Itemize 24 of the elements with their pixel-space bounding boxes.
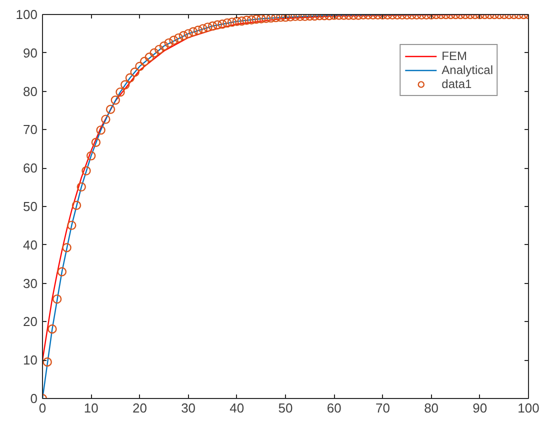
- y-tick-label: 60: [23, 160, 38, 176]
- y-tick-label: 80: [23, 84, 38, 99]
- x-tick-label: 20: [132, 400, 147, 416]
- legend-label: data1: [442, 77, 472, 91]
- x-tick-label: 10: [84, 400, 98, 416]
- y-tick-label: 40: [23, 237, 38, 252]
- x-tick-label: 100: [518, 400, 540, 416]
- x-tick-label: 60: [326, 400, 342, 416]
- x-tick-label: 90: [472, 400, 488, 416]
- y-tick-label: 0: [30, 391, 38, 406]
- x-tick-label: 40: [230, 400, 244, 416]
- y-tick-label: 90: [23, 45, 38, 60]
- y-tick-label: 30: [23, 276, 38, 291]
- y-tick-label: 10: [23, 352, 38, 368]
- y-tick-label: 70: [23, 122, 38, 138]
- legend-label: FEM: [442, 49, 467, 63]
- y-tick-label: 20: [23, 314, 38, 330]
- x-tick-label: 50: [278, 400, 293, 416]
- x-tick-label: 70: [375, 400, 390, 416]
- y-tick-label: 50: [23, 199, 38, 214]
- x-tick-label: 80: [424, 400, 439, 416]
- x-tick-label: 30: [181, 400, 196, 416]
- legend-label: Analytical: [442, 63, 493, 77]
- y-tick-label: 100: [16, 7, 38, 22]
